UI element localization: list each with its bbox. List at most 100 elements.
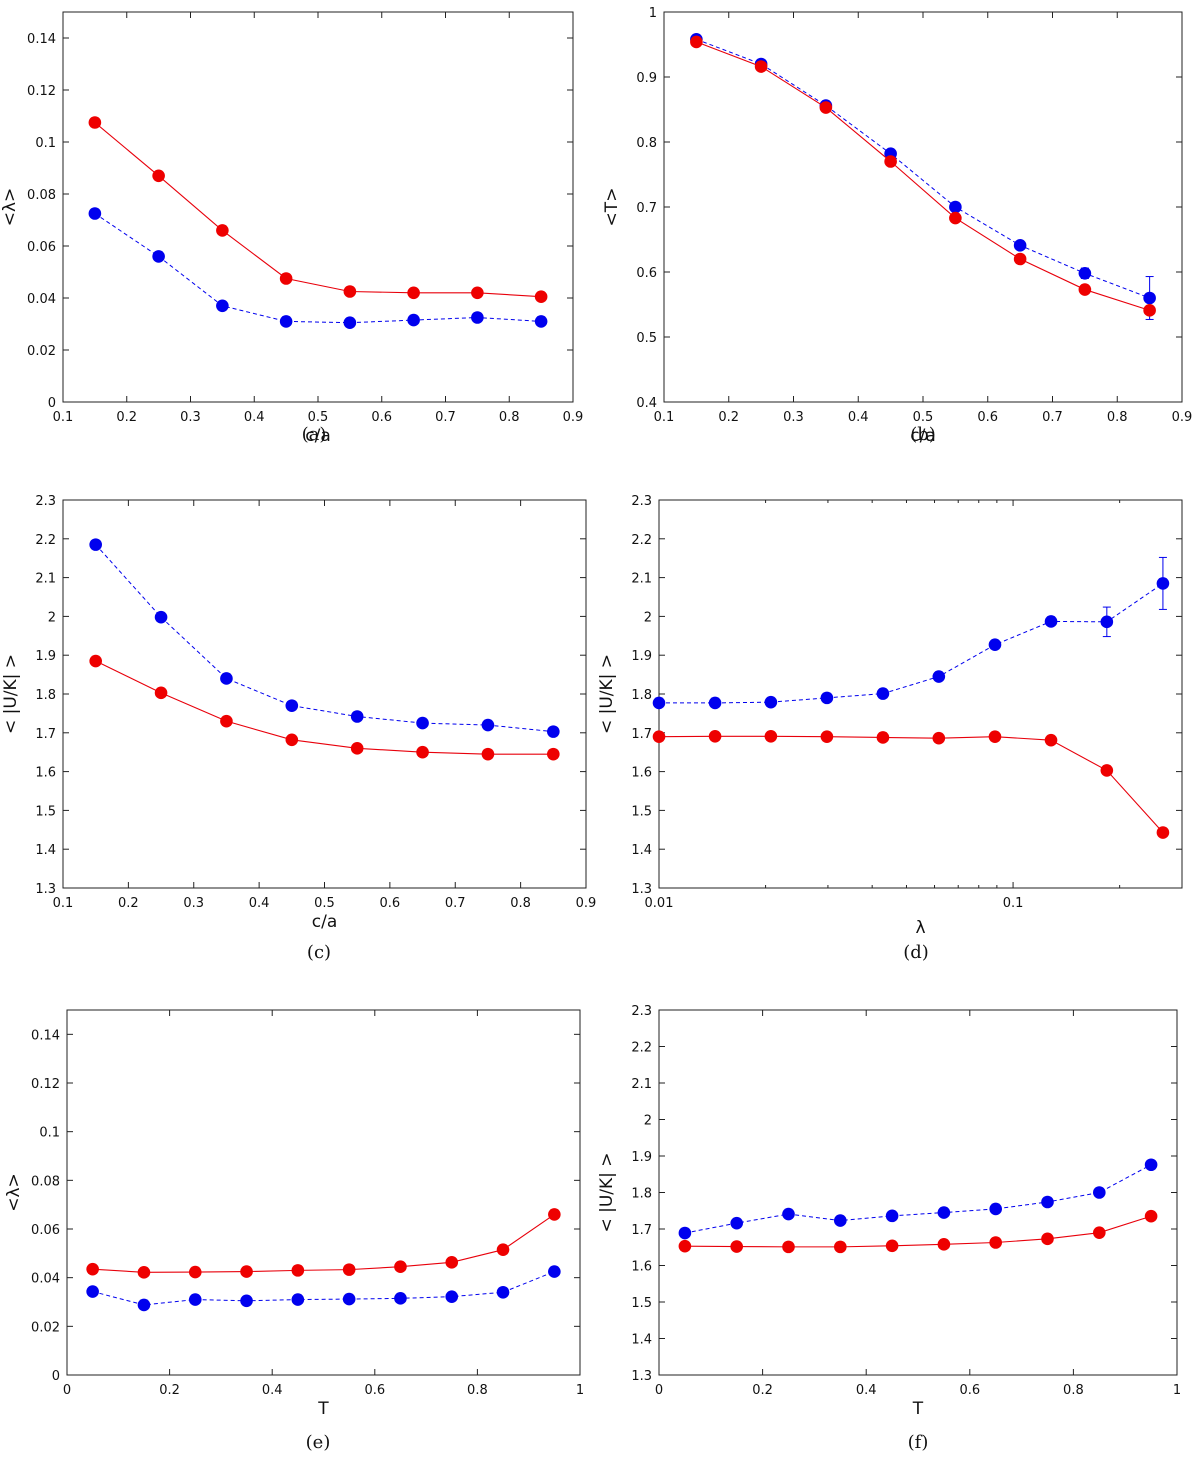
- y-tick-label: 1.8: [35, 688, 56, 703]
- series-line-blue: [659, 583, 1164, 704]
- y-tick-label: 0.1: [35, 136, 56, 151]
- data-point-red: [342, 1263, 356, 1276]
- data-point-blue: [1013, 239, 1027, 252]
- data-point-blue: [216, 299, 229, 313]
- y-tick-label: 0.08: [27, 188, 56, 203]
- y-tick-label: 1.4: [35, 843, 56, 858]
- data-point-blue: [1093, 1186, 1106, 1199]
- data-point-red: [496, 1243, 510, 1256]
- data-point-blue: [730, 1216, 743, 1230]
- data-point-red: [1013, 252, 1027, 266]
- data-point-blue: [240, 1294, 253, 1308]
- panel-caption: (b): [910, 424, 936, 445]
- y-tick-label: 1.5: [631, 804, 652, 819]
- y-tick-label: 2: [644, 1114, 652, 1129]
- y-tick-label: 2: [644, 610, 652, 625]
- series-line-red: [684, 1215, 1152, 1248]
- data-point-blue: [1156, 577, 1170, 590]
- y-tick-label: 1.8: [631, 688, 652, 703]
- plot-frame: [62, 499, 587, 889]
- data-point-red: [394, 1260, 407, 1274]
- plot-frame: [663, 11, 1183, 403]
- x-tick-label: 0.8: [1063, 1383, 1084, 1398]
- x-tick-label: 0.4: [249, 896, 270, 911]
- data-point-blue: [343, 316, 357, 330]
- data-point-blue: [342, 1292, 356, 1306]
- y-axis-label: <λ>: [0, 188, 20, 227]
- y-tick-label: 0.02: [27, 344, 56, 359]
- y-tick-label: 0.6: [636, 266, 657, 281]
- series-line-blue: [92, 1271, 555, 1306]
- data-point-red: [548, 1208, 561, 1221]
- y-tick-label: 1.3: [631, 1369, 652, 1384]
- panel-caption: (e): [306, 1432, 331, 1453]
- data-point-red: [481, 747, 495, 761]
- data-point-blue: [1144, 1158, 1158, 1172]
- data-point-red: [834, 1240, 847, 1254]
- data-point-red: [1156, 826, 1170, 839]
- data-point-blue: [708, 696, 722, 710]
- y-tick-label: 1.7: [35, 727, 56, 742]
- chart-panel-e: 0 0.2 0.4 0.6 0.8 1 0 0.02 0.04 0.06 0.08 0.1 0.12 0.…: [4, 1009, 584, 1453]
- y-tick-label: 2.3: [631, 1004, 652, 1019]
- y-tick-label: 1.9: [35, 649, 56, 664]
- data-point-red: [89, 654, 102, 668]
- data-point-red: [88, 116, 102, 129]
- y-axis-label: <T>: [602, 188, 622, 227]
- data-point-blue: [407, 313, 420, 327]
- data-point-blue: [988, 638, 1002, 652]
- panel-caption: (a): [302, 424, 327, 445]
- data-point-red: [343, 285, 357, 298]
- data-point-blue: [885, 1209, 899, 1223]
- x-tick-label: 0.2: [159, 1383, 180, 1398]
- data-point-red: [216, 224, 229, 237]
- data-point-red: [652, 730, 666, 743]
- series-line-blue: [95, 544, 554, 733]
- data-point-red: [876, 731, 890, 744]
- data-point-red: [279, 272, 293, 285]
- y-axis-label: < |U/K| >: [597, 654, 617, 734]
- data-point-red: [407, 286, 420, 300]
- data-point-blue: [220, 672, 233, 685]
- plot-frame: [658, 499, 1183, 889]
- series-line-red: [658, 735, 1164, 833]
- data-point-blue: [394, 1292, 407, 1305]
- panel-caption: (f): [908, 1432, 929, 1453]
- y-tick-label: 2.1: [631, 572, 652, 587]
- x-tick-label: 1: [1173, 1383, 1181, 1398]
- x-tick-label: 0.1: [53, 410, 74, 425]
- data-point-red: [730, 1240, 743, 1253]
- data-point-blue: [937, 1206, 951, 1219]
- y-tick-label: 2.3: [631, 494, 652, 509]
- x-tick-label: 0.6: [364, 1383, 385, 1398]
- x-tick-label: 0.7: [445, 896, 466, 911]
- data-point-red: [1041, 1232, 1054, 1246]
- data-point-blue: [445, 1290, 459, 1303]
- x-tick-label: 0.9: [563, 410, 584, 425]
- data-point-red: [885, 1239, 899, 1253]
- y-tick-label: 0.4: [636, 396, 657, 411]
- y-tick-label: 1.8: [631, 1187, 652, 1202]
- y-tick-label: 1.6: [631, 766, 652, 781]
- y-tick-label: 2.2: [631, 1041, 652, 1056]
- panel-caption: (d): [903, 942, 929, 963]
- data-point-blue: [1041, 1195, 1054, 1209]
- data-point-red: [1078, 283, 1092, 296]
- chart-panel-b: 0.1 0.2 0.3 0.4 0.5 0.6 0.7 0.8 0.9 0.4 0.5 0.6 0.7 0…: [602, 6, 1192, 446]
- x-tick-label: 0.4: [848, 410, 869, 425]
- y-tick-label: 2.1: [35, 572, 56, 587]
- data-point-red: [220, 714, 233, 728]
- x-tick-label: 0.2: [118, 896, 139, 911]
- data-point-blue: [285, 699, 299, 712]
- y-axis-label: < |U/K| >: [597, 1152, 617, 1232]
- data-point-blue: [678, 1226, 692, 1240]
- data-point-red: [188, 1265, 202, 1279]
- data-point-red: [471, 286, 484, 300]
- x-axis-label: c/a: [305, 426, 331, 446]
- data-point-red: [932, 731, 946, 745]
- data-point-red: [1144, 1209, 1158, 1223]
- plot-frame: [62, 11, 574, 403]
- y-tick-label: 0.12: [27, 84, 56, 99]
- x-tick-label: 0.4: [856, 1383, 877, 1398]
- x-tick-label: 0.4: [244, 410, 265, 425]
